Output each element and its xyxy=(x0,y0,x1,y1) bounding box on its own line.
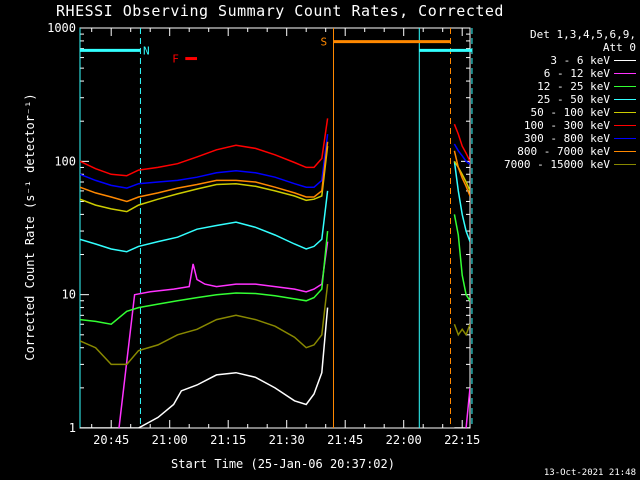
y-tick-label: 10 xyxy=(62,288,76,302)
legend-swatch xyxy=(614,86,636,87)
series-line xyxy=(453,323,470,337)
legend-entry: 12 - 25 keV xyxy=(478,80,636,93)
x-axis-label: Start Time (25-Jan-06 20:37:02) xyxy=(171,457,395,471)
y-tick-label: 1 xyxy=(69,421,76,435)
legend-swatch xyxy=(614,73,636,74)
x-tick-label: 22:00 xyxy=(386,433,422,447)
series-line xyxy=(453,123,470,162)
series-line xyxy=(465,387,470,428)
legend-swatch xyxy=(614,60,636,61)
series-line xyxy=(118,241,329,428)
series-line xyxy=(80,141,329,203)
legend-label: 50 - 100 keV xyxy=(530,106,610,119)
x-tick-label: 21:45 xyxy=(327,433,363,447)
legend-attenuator: Att 0 xyxy=(602,41,636,54)
legend-label: 800 - 7000 keV xyxy=(517,145,610,158)
x-tick-label: 21:30 xyxy=(269,433,305,447)
series-line xyxy=(453,150,470,197)
plot-frame xyxy=(79,27,471,429)
series-line xyxy=(453,160,470,192)
legend-detectors: Det 1,3,4,5,6,9, xyxy=(530,28,636,41)
y-tick-label: 100 xyxy=(54,154,76,168)
series-line xyxy=(80,134,329,189)
series-line xyxy=(80,190,329,253)
series-line xyxy=(80,284,329,366)
event-annotation: N xyxy=(143,44,150,57)
legend-entry: 300 - 800 keV xyxy=(478,132,636,145)
series-line xyxy=(80,118,329,177)
legend-entry: 800 - 7000 keV xyxy=(478,145,636,158)
legend: Det 1,3,4,5,6,9, Att 0 3 - 6 keV 6 - 12 k… xyxy=(478,28,636,171)
legend-swatch xyxy=(614,151,636,152)
legend-swatch xyxy=(614,164,636,165)
legend-entry: 25 - 50 keV xyxy=(478,93,636,106)
x-tick-label: 22:15 xyxy=(444,433,480,447)
legend-label: 6 - 12 keV xyxy=(543,67,610,80)
legend-entry: 6 - 12 keV xyxy=(478,67,636,80)
legend-label: 3 - 6 keV xyxy=(550,54,610,67)
event-annotation: S xyxy=(320,36,327,49)
timestamp: 13-Oct-2021 21:48 xyxy=(543,468,636,478)
series-line xyxy=(80,146,329,213)
legend-label: 100 - 300 keV xyxy=(523,119,610,132)
legend-label: 300 - 800 keV xyxy=(523,132,610,145)
series-line xyxy=(80,231,329,325)
legend-entry: 7000 - 15000 keV xyxy=(478,158,636,171)
legend-label: 12 - 25 keV xyxy=(537,80,610,93)
series-line xyxy=(453,143,470,165)
legend-entry: 100 - 300 keV xyxy=(478,119,636,132)
y-tick-label: 1000 xyxy=(47,21,76,35)
x-tick-label: 21:15 xyxy=(210,433,246,447)
chart-title: RHESSI Observing Summary Count Rates, Co… xyxy=(56,2,504,20)
legend-entry: 50 - 100 keV xyxy=(478,106,636,119)
y-axis-label: Corrected Count Rate (s⁻¹ detector⁻¹) xyxy=(23,93,37,360)
x-tick-label: 20:45 xyxy=(93,433,129,447)
event-annotation: F xyxy=(172,53,179,66)
legend-label: 25 - 50 keV xyxy=(537,93,610,106)
legend-entry: 3 - 6 keV xyxy=(478,54,636,67)
legend-label: 7000 - 15000 keV xyxy=(504,158,610,171)
series-line xyxy=(80,307,329,428)
x-tick-label: 21:00 xyxy=(152,433,188,447)
series-line xyxy=(453,214,470,302)
legend-swatch xyxy=(614,112,636,113)
legend-swatch xyxy=(614,99,636,100)
legend-swatch xyxy=(614,125,636,126)
series-line xyxy=(453,161,470,242)
legend-swatch xyxy=(614,138,636,139)
